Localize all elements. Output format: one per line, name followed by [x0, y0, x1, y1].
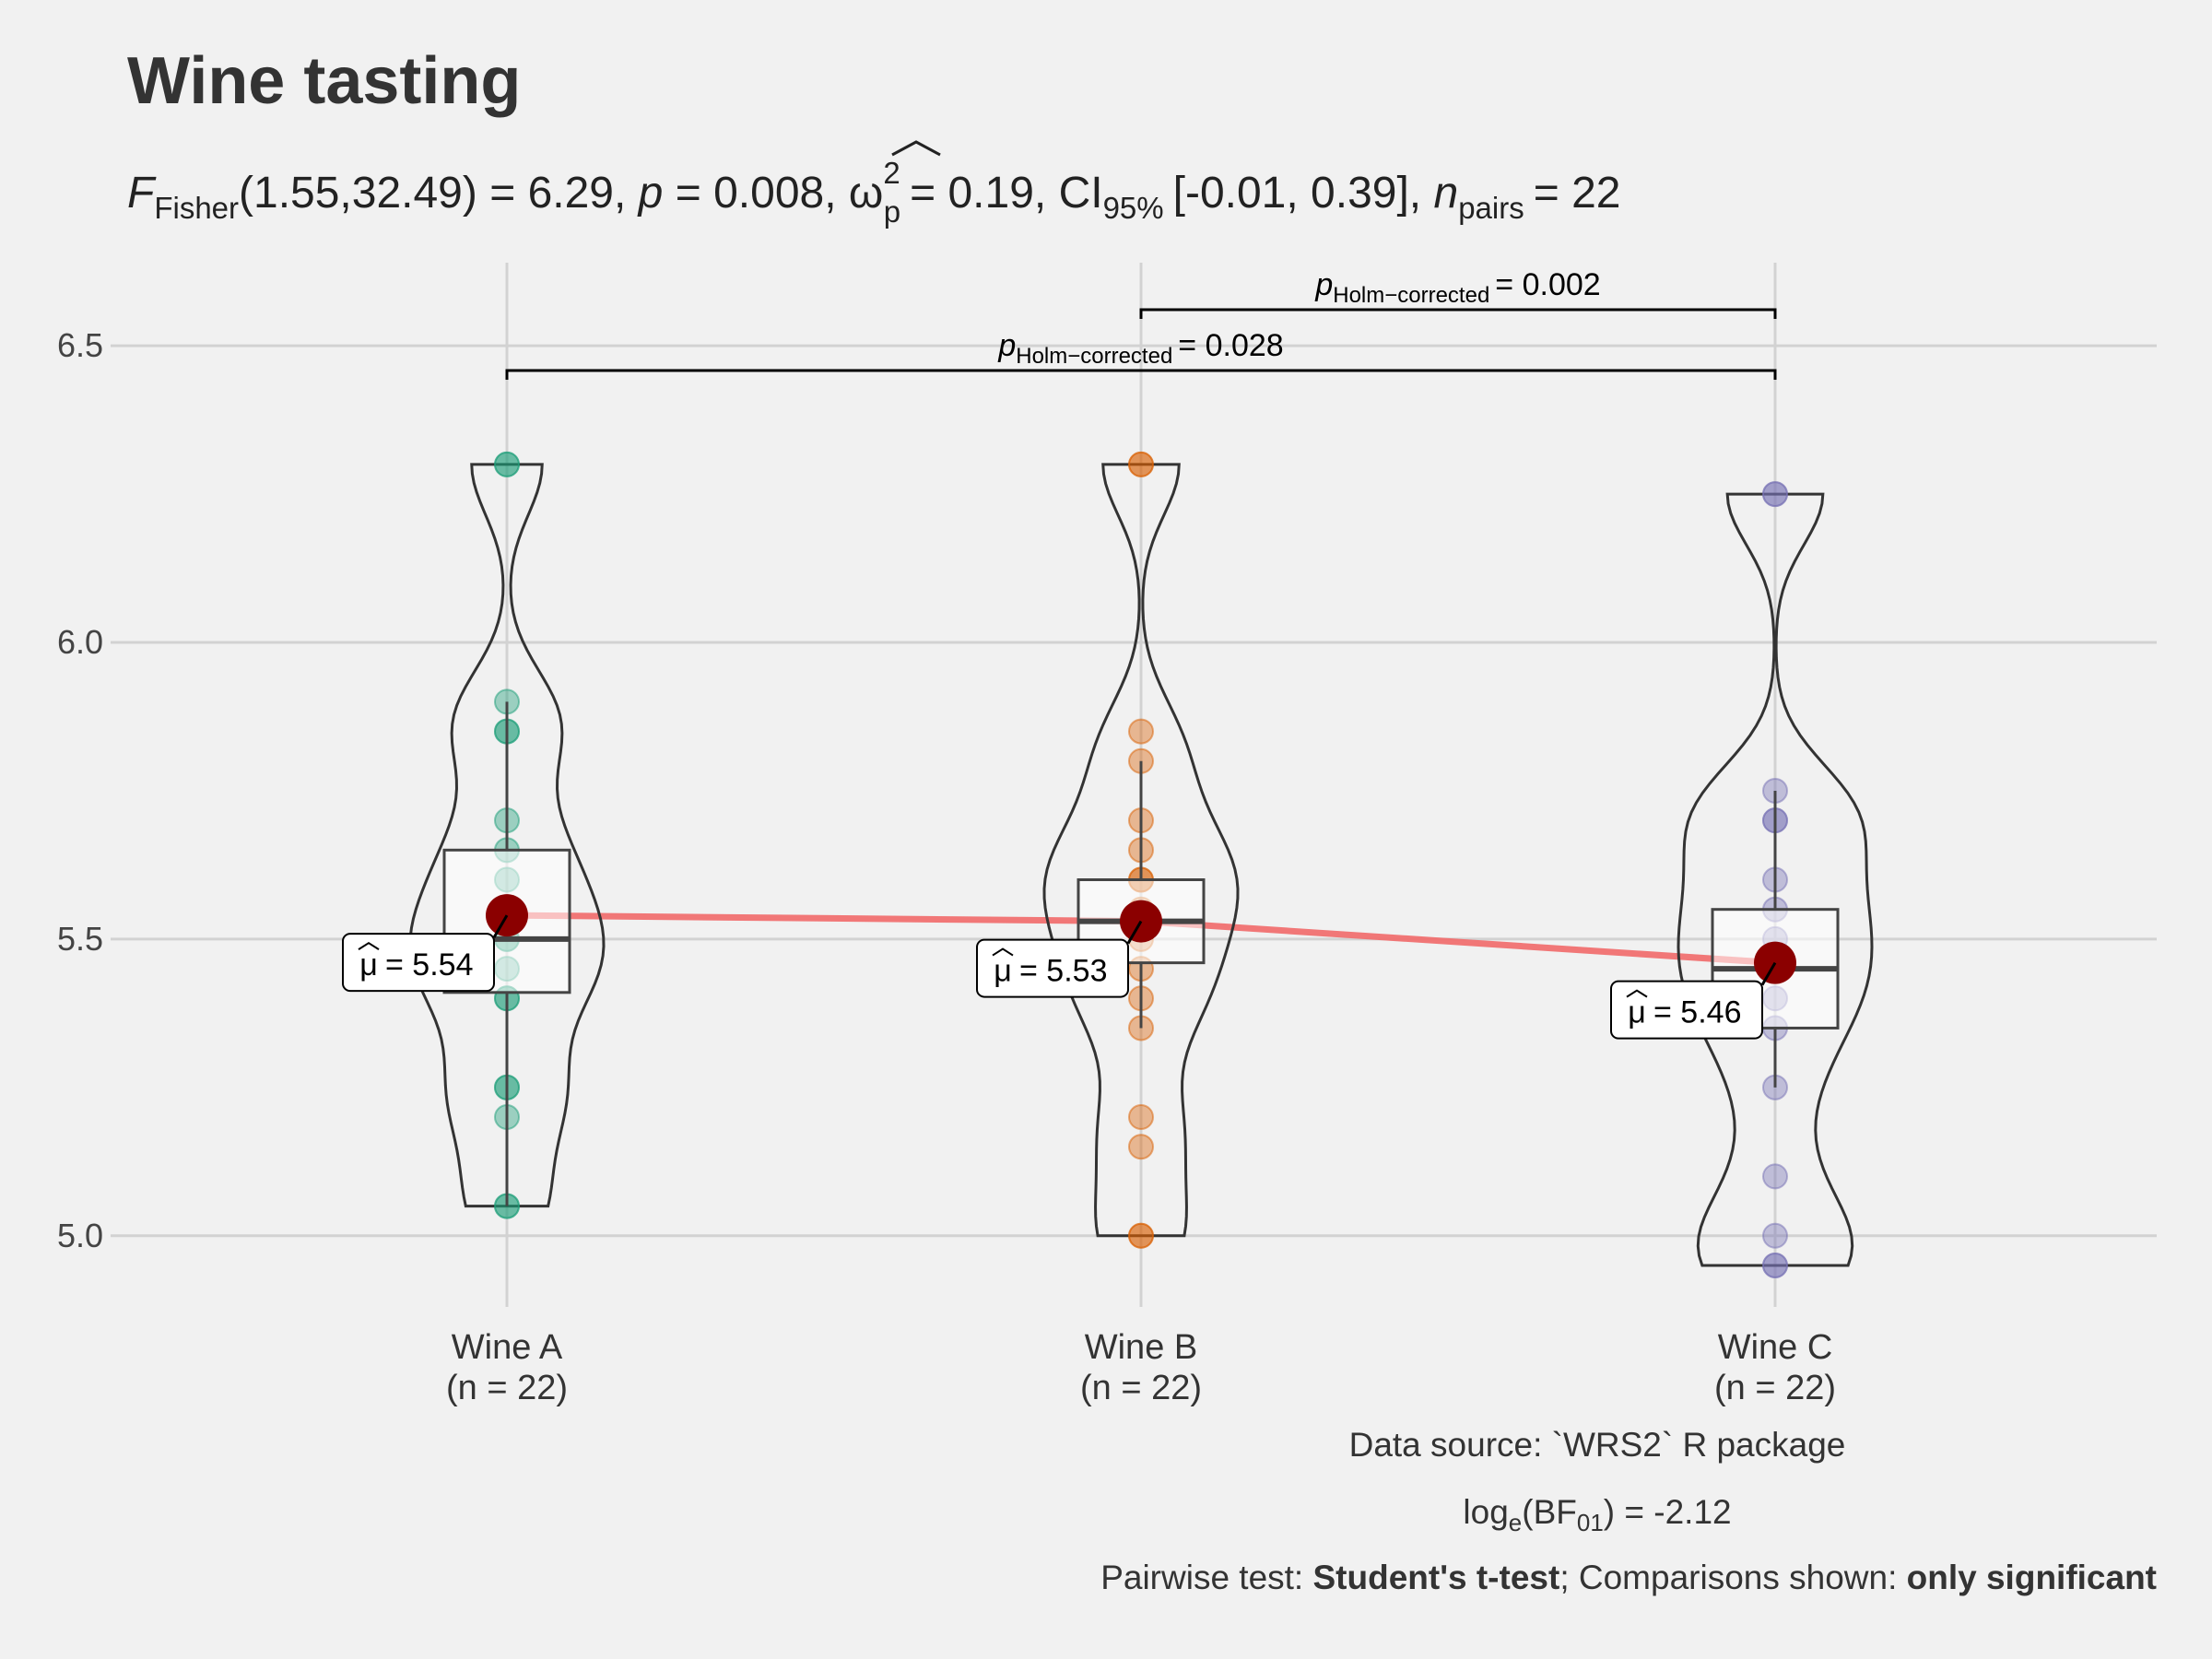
y-tick-label: 6.5 — [57, 326, 103, 364]
y-tick-label: 6.0 — [57, 623, 103, 661]
mean-label-value: = 5.54 — [385, 947, 473, 982]
data-point — [1128, 718, 1154, 745]
subtitle-omega-sup: 2 — [883, 156, 900, 190]
subtitle-omega-hat — [891, 140, 941, 157]
y-tick-label: 5.5 — [57, 920, 103, 958]
subtitle-omega-sub: p — [884, 194, 900, 229]
subtitle-ci-value: [-0.01, 0.39], — [1173, 169, 1422, 218]
x-tick-label: Wine B — [1085, 1328, 1197, 1367]
mean-label-hat — [358, 941, 380, 950]
data-point — [1762, 481, 1788, 508]
comparisons: pHolm−corrected = 0.002 pHolm−corrected = 0… — [505, 267, 1777, 380]
subtitle-n-value: = 22 — [1534, 169, 1621, 218]
subtitle-f-symbol: F — [127, 169, 157, 218]
data-point — [1128, 1104, 1154, 1130]
mean-label-box — [976, 938, 1129, 998]
group-wine-b: μ = 5.53 — [976, 451, 1240, 1249]
mean-label-symbol: μ — [1628, 995, 1646, 1030]
mean-label-hat — [1626, 989, 1648, 998]
caption-pairwise: Pairwise test: Student's t-test; Compari… — [1100, 1559, 2157, 1596]
data-point — [1128, 1222, 1154, 1249]
subtitle-omega-value: = 0.19, — [910, 169, 1046, 218]
mean-label-symbol: μ — [359, 947, 378, 982]
bracket-line — [1139, 308, 1777, 319]
caption-source: Data source: `WRS2` R package — [1349, 1426, 1846, 1464]
subtitle-omega-symbol: ω — [849, 169, 883, 218]
mean-label-value: = 5.46 — [1653, 995, 1741, 1030]
bracket-label: pHolm−corrected = 0.028 — [997, 328, 1283, 369]
subtitle-ci-symbol: CI — [1059, 169, 1103, 218]
subtitle-p-symbol: p — [637, 169, 664, 218]
subtitle-f-value: (1.55,32.49) = 6.29, — [239, 169, 626, 218]
caption-bayes-factor: loge(BF01) = -2.12 — [1463, 1493, 1731, 1536]
subtitle-f-sub: Fisher — [154, 191, 239, 225]
chart-title: Wine tasting — [127, 44, 521, 118]
subtitle-n-symbol: n — [1433, 169, 1458, 218]
bracket-label: pHolm−corrected = 0.002 — [1314, 267, 1600, 308]
data-point — [1762, 1222, 1788, 1249]
comparison-bracket: pHolm−corrected = 0.028 — [505, 328, 1777, 380]
mean-label-symbol: μ — [994, 954, 1012, 989]
mean-label-box — [342, 933, 495, 993]
x-tick-count: (n = 22) — [446, 1369, 568, 1407]
x-tick-label: Wine A — [452, 1328, 563, 1367]
x-tick-label: Wine C — [1718, 1328, 1833, 1367]
group-wine-a: μ = 5.54 — [342, 451, 606, 1219]
group-wine-c: μ = 5.46 — [1610, 481, 1874, 1278]
mean-label-hat — [992, 947, 1014, 957]
mean-label-box — [1610, 980, 1763, 1040]
data-point — [1128, 1134, 1154, 1160]
subtitle-ci-sub: 95% — [1103, 191, 1164, 225]
chart-subtitle: FFisher(1.55,32.49) = 6.29, p = 0.008, ω… — [127, 156, 1620, 229]
mean-label-leader — [1126, 920, 1143, 945]
y-tick-label: 5.0 — [57, 1217, 103, 1254]
subtitle-n-sub: pairs — [1458, 191, 1524, 225]
comparison-bracket: pHolm−corrected = 0.002 — [1139, 267, 1777, 319]
data-point — [1128, 451, 1154, 477]
x-tick-count: (n = 22) — [1714, 1369, 1836, 1407]
data-point — [1762, 1163, 1788, 1190]
mean-label-leader — [1760, 961, 1777, 986]
data-point — [1762, 1252, 1788, 1278]
groups: μ = 5.54 μ = 5.53μ = 5.46 — [342, 451, 1874, 1278]
bracket-line — [505, 369, 1777, 380]
mean-label-leader — [492, 914, 509, 938]
subtitle-p-value: = 0.008, — [676, 169, 837, 218]
data-point — [494, 451, 520, 477]
x-tick-count: (n = 22) — [1080, 1369, 1202, 1407]
mean-label-value: = 5.53 — [1019, 954, 1107, 989]
